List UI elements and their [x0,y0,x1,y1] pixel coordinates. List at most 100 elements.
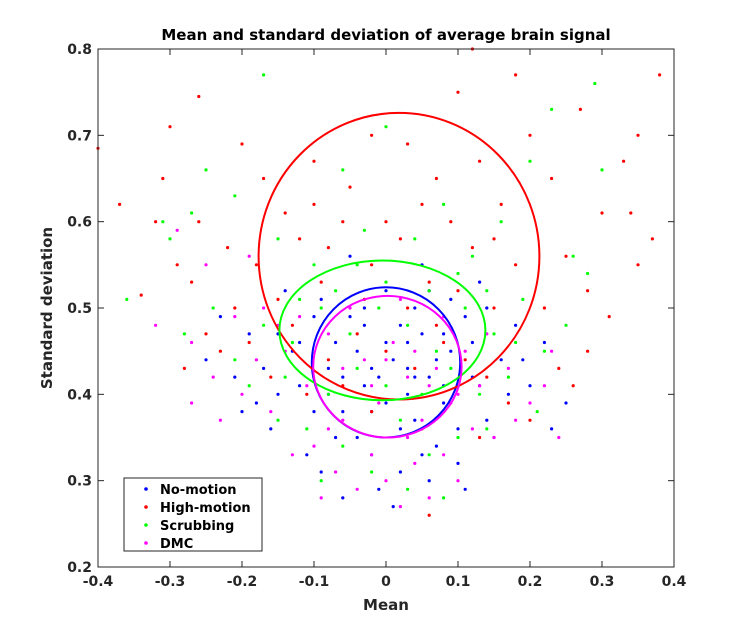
point-scrubbing-51 [456,435,460,440]
point-high-motion-47 [233,306,237,310]
point-scrubbing-62 [334,289,338,293]
point-scrubbing-18 [571,254,575,258]
plot-frame [97,48,675,568]
point-high-motion-28 [650,237,655,241]
point-no-motion-5 [348,315,352,319]
point-dmc-3 [211,375,215,379]
point-dmc-37 [348,306,352,310]
point-high-motion-55 [413,366,417,370]
point-high-motion-81 [190,280,194,284]
point-no-motion-25 [262,366,266,370]
point-dmc-59 [326,427,330,431]
x-tick-label-0: -0.4 [83,574,114,590]
point-no-motion-80 [521,358,525,362]
point-scrubbing-24 [521,297,525,301]
point-dmc-58 [406,435,410,440]
point-dmc-22 [528,401,532,405]
point-dmc-31 [427,496,431,500]
point-high-motion-73 [384,220,388,224]
point-high-motion-29 [658,73,662,77]
point-dmc-55 [204,263,208,267]
point-high-motion-26 [629,211,633,215]
point-no-motion-65 [298,384,302,388]
point-no-motion-27 [377,487,381,491]
point-scrubbing-56 [319,479,323,483]
point-high-motion-56 [442,340,446,345]
point-dmc-52 [557,435,561,440]
point-scrubbing-27 [434,349,438,353]
point-high-motion-15 [370,133,374,137]
point-scrubbing-45 [506,375,510,379]
point-no-motion-35 [283,289,287,293]
legend-marker-scrubbing [144,523,148,527]
point-no-motion-81 [240,410,244,414]
point-no-motion-2 [420,332,424,336]
point-no-motion-53 [312,315,316,319]
point-scrubbing-22 [564,323,568,327]
point-no-motion-71 [463,487,467,491]
point-dmc-0 [154,323,158,327]
point-no-motion-52 [449,297,453,301]
point-dmc-18 [463,349,467,353]
point-no-motion-31 [247,332,251,336]
point-high-motion-45 [276,297,280,301]
point-scrubbing-53 [485,427,489,431]
y-tick-label-5: 0.7 [67,128,92,144]
point-high-motion-58 [485,375,489,379]
point-no-motion-69 [420,453,424,457]
point-scrubbing-21 [586,271,590,276]
point-high-motion-37 [470,246,474,250]
point-high-motion-19 [478,159,482,163]
point-scrubbing-49 [398,418,402,422]
point-dmc-42 [384,358,388,362]
point-high-motion-3 [168,125,172,129]
point-scrubbing-19 [593,81,597,86]
point-scrubbing-55 [406,487,410,491]
point-high-motion-27 [636,133,640,137]
point-dmc-1 [175,228,179,232]
point-high-motion-39 [427,280,431,284]
point-high-motion-82 [622,159,626,163]
point-scrubbing-5 [204,168,208,172]
point-scrubbing-57 [442,496,446,500]
point-no-motion-72 [384,340,388,345]
point-dmc-34 [290,453,294,457]
point-high-motion-1 [118,202,122,206]
point-no-motion-34 [478,280,482,284]
point-no-motion-33 [348,254,352,258]
point-no-motion-8 [312,410,316,414]
point-scrubbing-32 [290,340,294,345]
point-dmc-36 [298,315,302,319]
point-scrubbing-63 [485,289,489,293]
y-tick-label-6: 0.8 [67,42,92,58]
legend-marker-high-motion [144,505,148,509]
legend-marker-dmc [144,541,148,545]
point-dmc-44 [413,349,417,353]
point-dmc-23 [550,349,554,353]
point-scrubbing-59 [355,263,359,267]
point-scrubbing-41 [384,384,388,388]
point-high-motion-7 [262,176,266,181]
point-high-motion-77 [312,202,316,206]
point-no-motion-54 [542,340,547,345]
point-high-motion-65 [478,435,482,440]
point-high-motion-50 [247,340,251,345]
point-dmc-27 [370,453,374,457]
point-dmc-54 [247,254,251,258]
point-scrubbing-14 [470,254,474,258]
point-scrubbing-13 [442,202,446,206]
point-dmc-9 [326,332,330,336]
point-scrubbing-35 [211,306,215,310]
point-no-motion-75 [442,332,446,336]
y-axis-title: Standard deviation [38,227,56,389]
point-scrubbing-20 [600,168,604,172]
point-no-motion-58 [434,358,438,362]
point-no-motion-68 [204,358,208,362]
point-no-motion-50 [413,418,417,422]
x-axis-title: Mean [363,596,409,614]
legend: No-motion High-motion Scrubbing DMC [123,477,263,552]
point-dmc-50 [542,384,547,388]
point-dmc-30 [413,461,417,465]
point-scrubbing-36 [182,332,186,336]
point-high-motion-80 [154,220,158,224]
